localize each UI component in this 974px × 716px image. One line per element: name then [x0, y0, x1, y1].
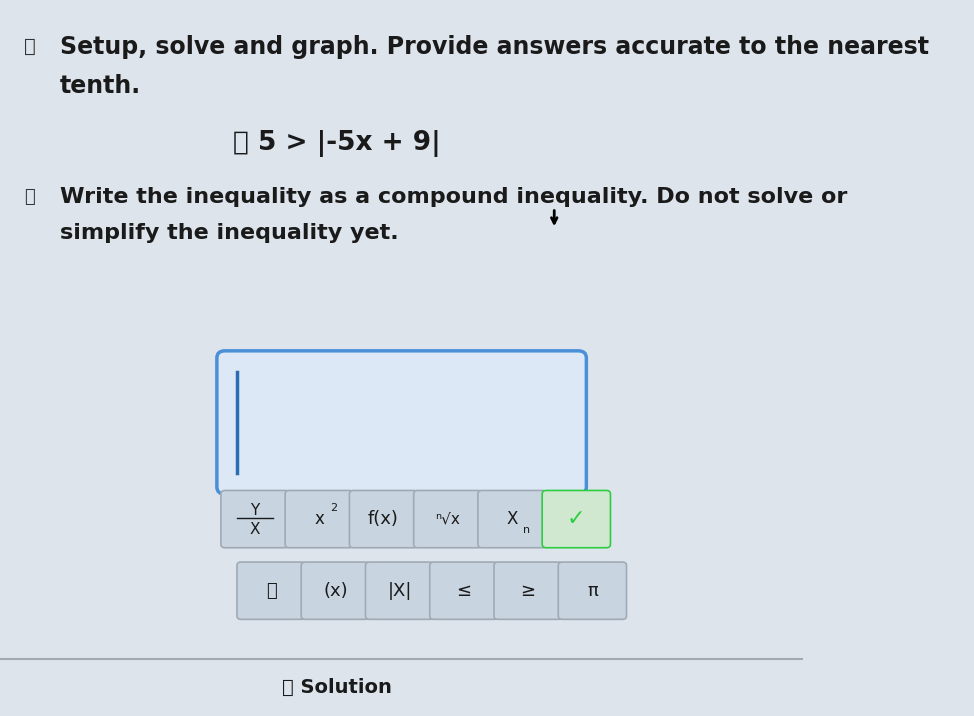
Text: n: n — [523, 525, 530, 535]
Text: |X|: |X| — [388, 581, 412, 600]
FancyBboxPatch shape — [494, 562, 562, 619]
FancyBboxPatch shape — [221, 490, 289, 548]
Text: Setup, solve and graph. Provide answers accurate to the nearest: Setup, solve and graph. Provide answers … — [60, 34, 929, 59]
Text: 🔊: 🔊 — [24, 188, 35, 206]
Text: f(x): f(x) — [368, 510, 399, 528]
FancyBboxPatch shape — [285, 490, 354, 548]
Text: 2: 2 — [330, 503, 337, 513]
Text: ≥: ≥ — [520, 581, 536, 600]
Text: 🔊: 🔊 — [24, 37, 36, 56]
FancyBboxPatch shape — [414, 490, 482, 548]
Text: tenth.: tenth. — [60, 74, 141, 98]
Text: x: x — [315, 510, 324, 528]
Text: X: X — [249, 523, 260, 537]
Text: 🔊 5 > |-5x + 9|: 🔊 5 > |-5x + 9| — [234, 130, 441, 157]
FancyBboxPatch shape — [430, 562, 498, 619]
Text: ✓: ✓ — [567, 509, 585, 529]
Text: π: π — [587, 581, 598, 600]
Text: X: X — [506, 510, 518, 528]
FancyBboxPatch shape — [301, 562, 369, 619]
Text: ⁿ√x: ⁿ√x — [435, 512, 461, 526]
Text: simplify the inequality yet.: simplify the inequality yet. — [60, 223, 399, 243]
FancyBboxPatch shape — [365, 562, 433, 619]
FancyBboxPatch shape — [478, 490, 546, 548]
Text: ≤: ≤ — [456, 581, 471, 600]
Text: 🗑: 🗑 — [266, 581, 277, 600]
Text: Write the inequality as a compound inequality. Do not solve or: Write the inequality as a compound inequ… — [60, 187, 847, 207]
FancyBboxPatch shape — [217, 351, 586, 494]
FancyBboxPatch shape — [350, 490, 418, 548]
Text: 🔊 Solution: 🔊 Solution — [282, 678, 393, 697]
Text: Y: Y — [250, 503, 260, 518]
FancyBboxPatch shape — [237, 562, 305, 619]
Text: (x): (x) — [323, 581, 348, 600]
FancyBboxPatch shape — [558, 562, 626, 619]
FancyBboxPatch shape — [543, 490, 611, 548]
